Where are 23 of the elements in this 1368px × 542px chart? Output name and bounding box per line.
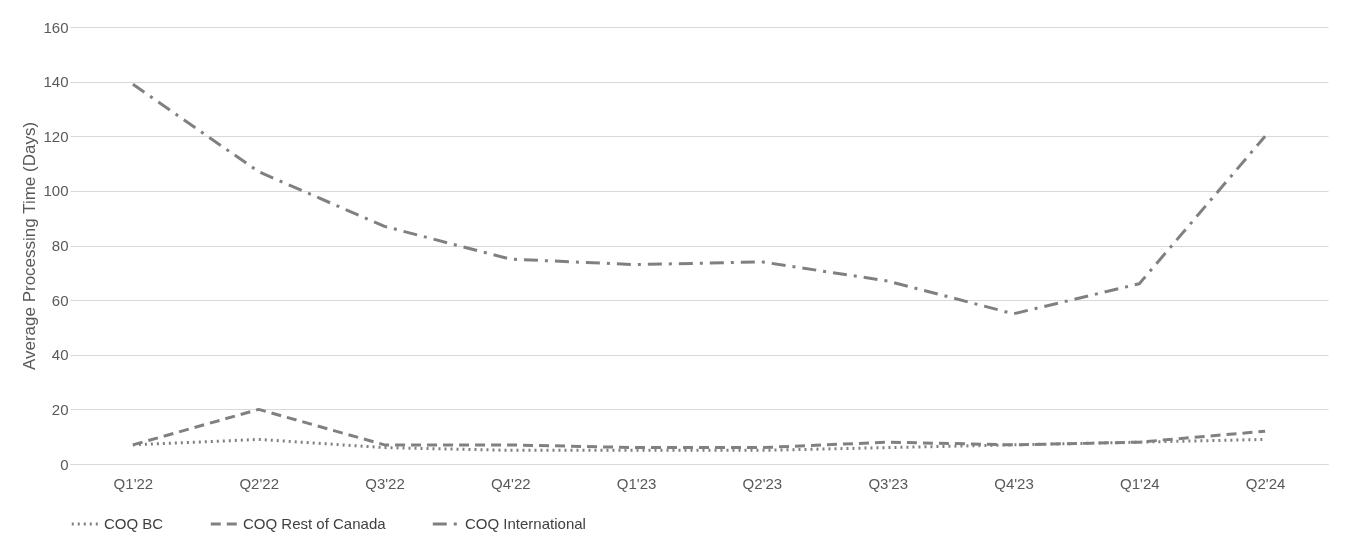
x-tick-label: Q1'23 — [616, 474, 657, 492]
y-tick-label: 80 — [51, 237, 69, 254]
x-tick-label: Q2'23 — [742, 474, 783, 492]
legend-label: COQ International — [465, 515, 586, 532]
x-tick-label: Q1'22 — [113, 474, 154, 492]
y-tick-label: 0 — [60, 455, 69, 473]
y-tick-label: 60 — [51, 291, 69, 309]
x-tick-label: Q3'23 — [868, 474, 908, 492]
y-axis-title: Average Processing Time (Days) — [20, 121, 40, 371]
y-tick-label: 40 — [51, 346, 69, 364]
x-tick-label: Q2'24 — [1245, 474, 1286, 492]
x-tick-label: Q4'22 — [491, 474, 531, 492]
y-tick-label: 120 — [43, 127, 69, 145]
x-tick-label: Q4'23 — [994, 474, 1034, 492]
x-tick-label: Q2'22 — [239, 474, 279, 492]
legend-label: COQ BC — [104, 515, 164, 532]
x-tick-label: Q1'24 — [1120, 474, 1160, 492]
y-tick-label: 140 — [43, 73, 69, 91]
x-tick-label: Q3'22 — [365, 474, 405, 492]
y-tick-label: 160 — [43, 18, 69, 36]
y-tick-label: 20 — [51, 400, 69, 418]
y-tick-label: 100 — [43, 182, 69, 200]
legend-label: COQ Rest of Canada — [243, 515, 387, 532]
